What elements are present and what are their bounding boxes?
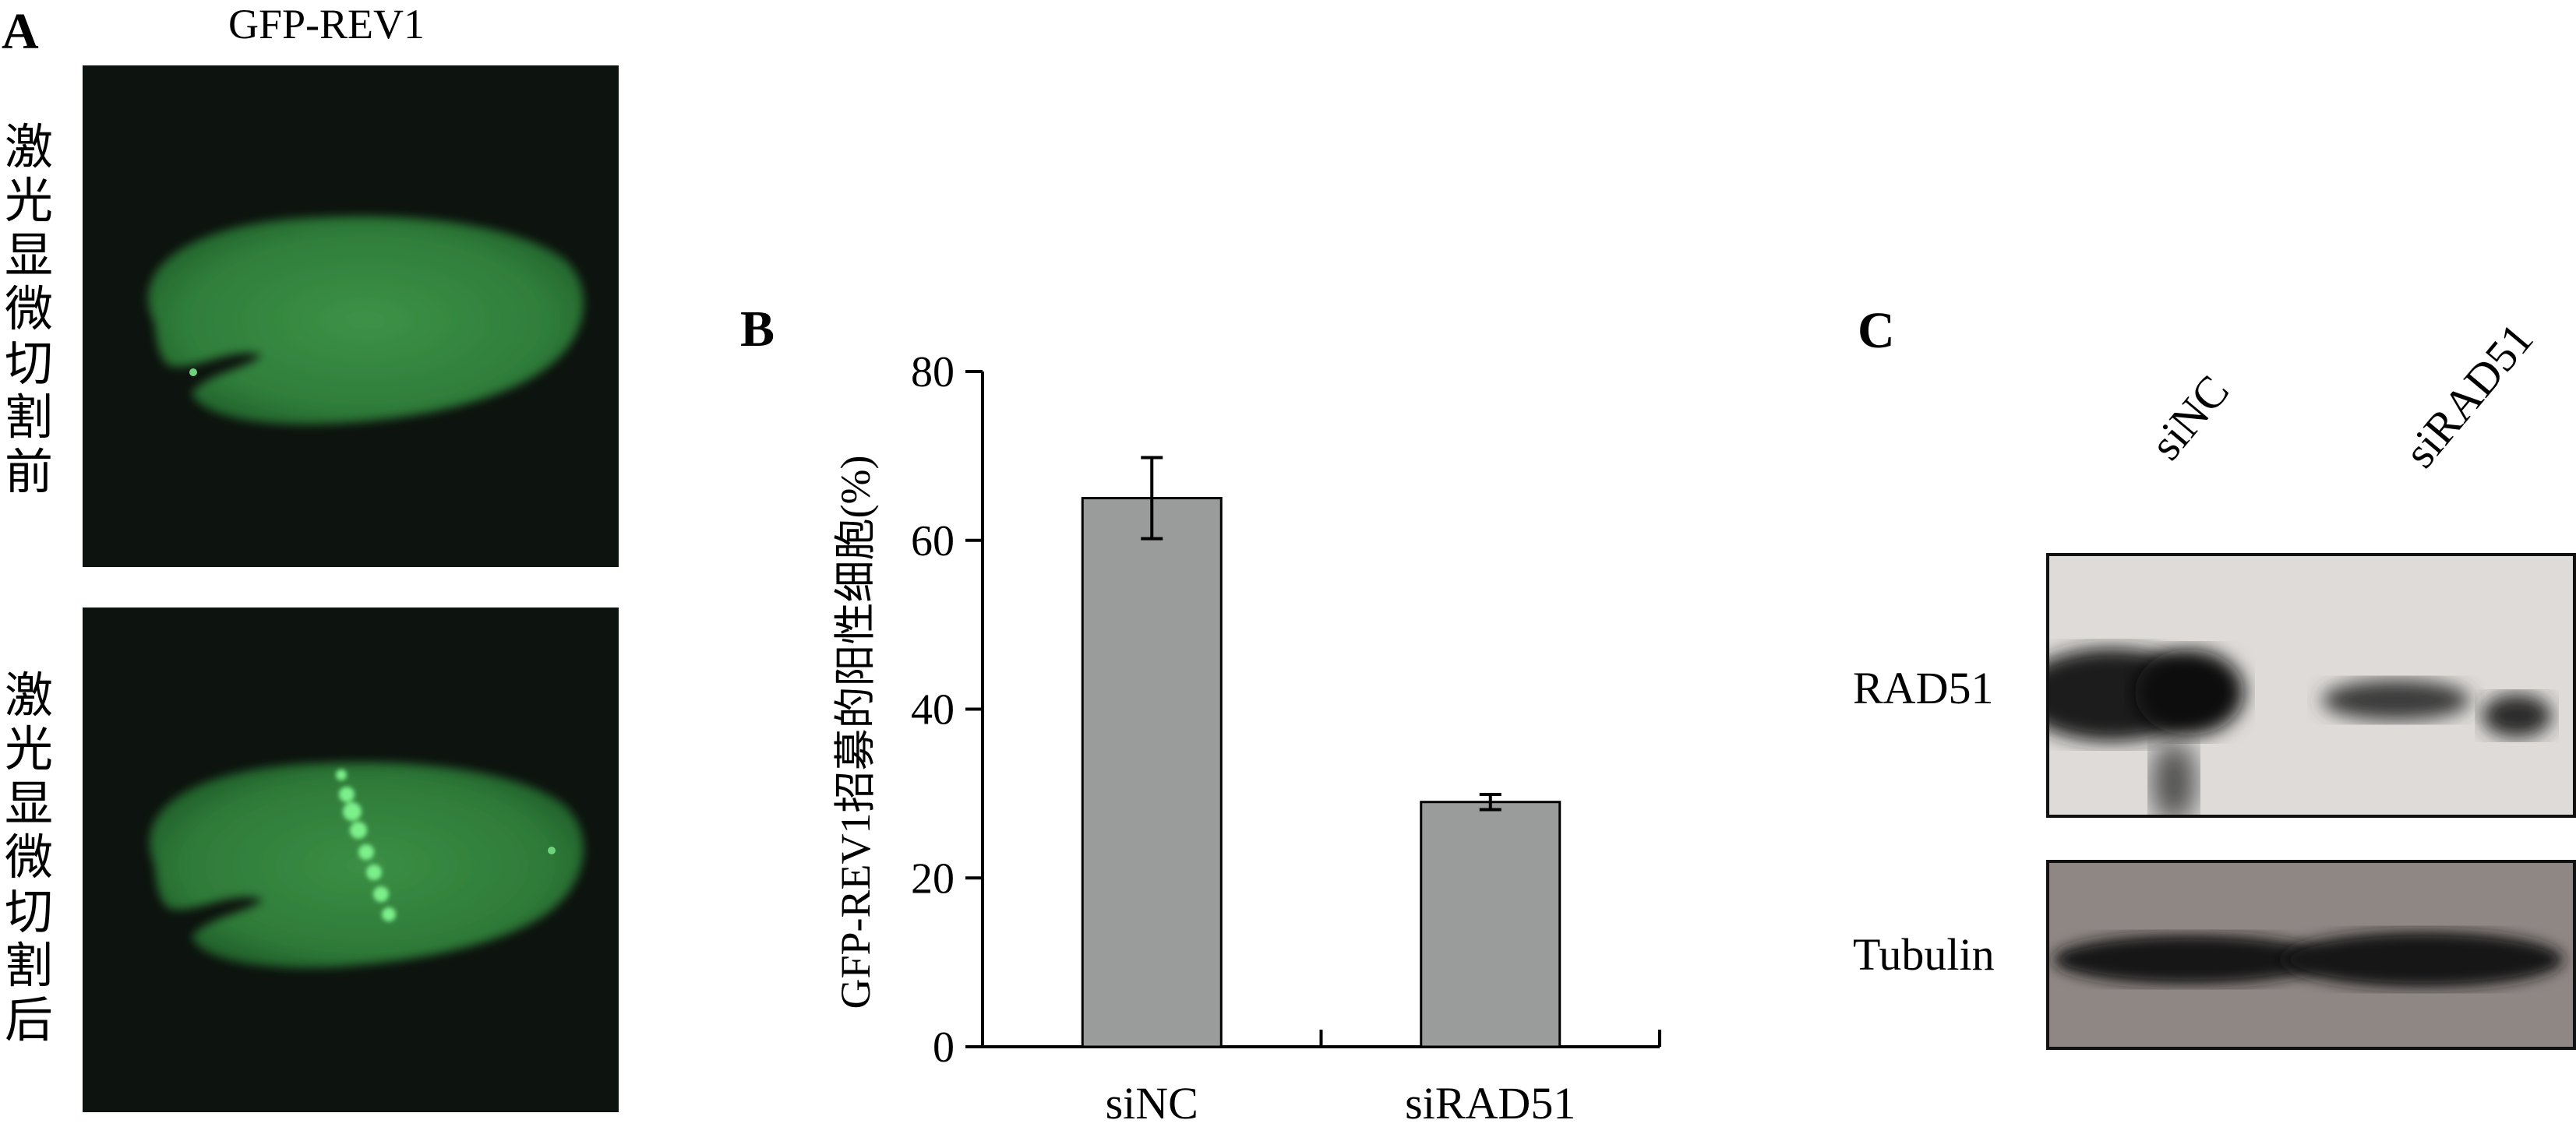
band-tubulin-sirad51	[2283, 932, 2564, 988]
laser-track-foci	[336, 770, 396, 921]
bar-sirad51	[1420, 801, 1561, 1048]
blot-tubulin	[2046, 860, 2576, 1050]
y-tick-label: 0	[933, 1023, 955, 1072]
y-tick-label: 40	[911, 686, 955, 734]
bar-sinc	[1081, 497, 1223, 1048]
lane-label-sinc: siNC	[2140, 365, 2239, 470]
label-after-dissection: 激光显微切割后	[4, 670, 53, 1048]
lane-label-sirad51: siRAD51	[2394, 313, 2543, 477]
y-axis-label: GFP-REV1招募的阳性细胞(%)	[832, 456, 879, 1009]
bar-chart: GFP-REV1招募的阳性细胞(%) 0 20 40 60 80 siNC siRAD51	[832, 348, 1661, 1127]
y-tick-label: 80	[911, 348, 955, 396]
label-before-dissection: 激光显微切割前	[4, 122, 53, 499]
band-tubulin-sinc	[2053, 935, 2326, 984]
micrograph-before	[83, 65, 619, 567]
bright-focus	[548, 847, 556, 854]
band-rad51-sirad51	[2322, 680, 2470, 720]
panel-a-letter: A	[2, 3, 39, 60]
y-tick-label: 20	[911, 854, 955, 903]
row-label-rad51: RAD51	[1853, 663, 1994, 713]
micrograph-after	[83, 608, 619, 1112]
x-category-label: siRAD51	[1405, 1078, 1576, 1127]
cell-nucleus-after	[150, 762, 584, 968]
panel-b-letter: B	[740, 301, 775, 357]
blot-rad51	[2046, 553, 2576, 818]
panel-c-letter: C	[1858, 302, 1895, 359]
panel-a-title: GFP-REV1	[228, 1, 425, 48]
cell-nucleus-before	[147, 216, 584, 424]
x-category-label: siNC	[1106, 1078, 1198, 1127]
row-label-tubulin: Tubulin	[1853, 929, 1995, 980]
bright-focus	[189, 368, 197, 376]
y-tick-label: 60	[911, 517, 955, 565]
